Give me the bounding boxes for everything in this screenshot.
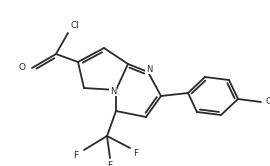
Text: F: F	[107, 161, 113, 166]
Text: O: O	[19, 64, 25, 73]
Text: Cl: Cl	[265, 97, 270, 107]
Text: Cl: Cl	[70, 20, 79, 30]
Text: N: N	[146, 65, 152, 74]
Text: N: N	[110, 86, 116, 95]
Text: F: F	[133, 149, 139, 158]
Text: F: F	[73, 151, 79, 160]
